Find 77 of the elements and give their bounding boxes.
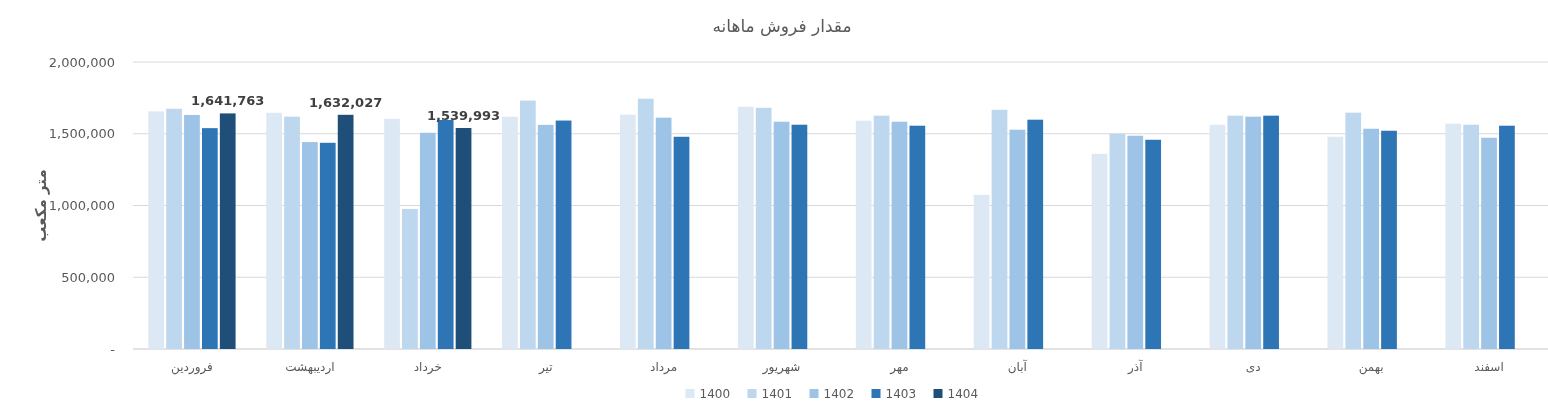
y-tick-label: 2,000,000 [48, 54, 115, 70]
bar [1009, 129, 1026, 349]
data-label: 1,632,027 [309, 94, 383, 110]
bar [519, 100, 536, 349]
bar [891, 121, 908, 349]
bar [1463, 124, 1480, 349]
bar [319, 142, 336, 349]
x-tick-label: آبان [1007, 359, 1028, 374]
bar [1145, 139, 1162, 349]
y-tick-label: - [110, 341, 116, 357]
bar [266, 112, 282, 349]
x-tick-label: مهر [889, 360, 909, 375]
bar [620, 114, 636, 349]
y-tick-label: 1,500,000 [48, 126, 115, 142]
x-tick-label: آذر [1127, 359, 1144, 375]
bar [909, 125, 926, 349]
bar [855, 120, 872, 349]
bar [1127, 135, 1144, 349]
bar [991, 109, 1008, 349]
bar [755, 107, 772, 349]
bar [637, 98, 654, 349]
bar [337, 114, 354, 349]
x-tick-label: شهریور [761, 360, 801, 375]
x-tick-label: تیر [537, 360, 553, 375]
bar [1245, 116, 1262, 349]
bar [1027, 119, 1044, 349]
bar [1345, 112, 1362, 349]
bar [973, 194, 990, 349]
data-label: 1,641,763 [191, 93, 265, 109]
bar [419, 132, 436, 349]
bar [1091, 153, 1108, 349]
data-label: 1,539,993 [426, 108, 501, 124]
bar [284, 116, 300, 349]
bar [455, 128, 472, 349]
legend-label: 1401 [761, 387, 793, 402]
x-tick-label: اسفند [1474, 360, 1504, 374]
legend-label: 1402 [823, 387, 855, 402]
chart-title: مقدار فروش ماهانه [712, 16, 852, 36]
x-tick-label: بهمن [1358, 360, 1384, 375]
x-tick-label: خرداد [413, 360, 442, 375]
bar [773, 121, 790, 349]
bar [1263, 115, 1279, 349]
bar [1209, 124, 1226, 349]
bar [555, 120, 572, 349]
bar [655, 117, 672, 349]
bar [384, 118, 400, 349]
bar [1109, 133, 1126, 349]
bar [1227, 115, 1244, 349]
bar [673, 136, 690, 349]
bar [1327, 136, 1344, 349]
bar [1499, 125, 1515, 349]
bar [1481, 137, 1497, 349]
bar [502, 116, 518, 349]
bar [148, 111, 165, 349]
bar [166, 108, 182, 349]
y-axis-title: متر مکعب [32, 169, 50, 242]
bar [1381, 130, 1397, 349]
legend-label: 1404 [947, 387, 979, 402]
bar [873, 115, 890, 349]
bar [537, 124, 554, 349]
legend-label: 1403 [885, 387, 917, 402]
x-tick-label: اردیبهشت [285, 360, 335, 375]
y-tick-label: 500,000 [61, 269, 115, 285]
bar [219, 113, 236, 349]
x-tick-label: مرداد [650, 360, 678, 375]
bar [302, 142, 318, 349]
y-tick-label: 1,000,000 [48, 198, 115, 214]
bar [201, 128, 218, 349]
bar [1363, 128, 1379, 349]
bar [1445, 123, 1462, 349]
bar [184, 114, 200, 349]
bar [791, 124, 808, 349]
legend-label: 1400 [699, 387, 731, 402]
x-tick-label: فروردین [171, 360, 213, 375]
bar [402, 208, 418, 349]
x-tick-label: دی [1245, 360, 1261, 374]
bar [737, 106, 754, 349]
